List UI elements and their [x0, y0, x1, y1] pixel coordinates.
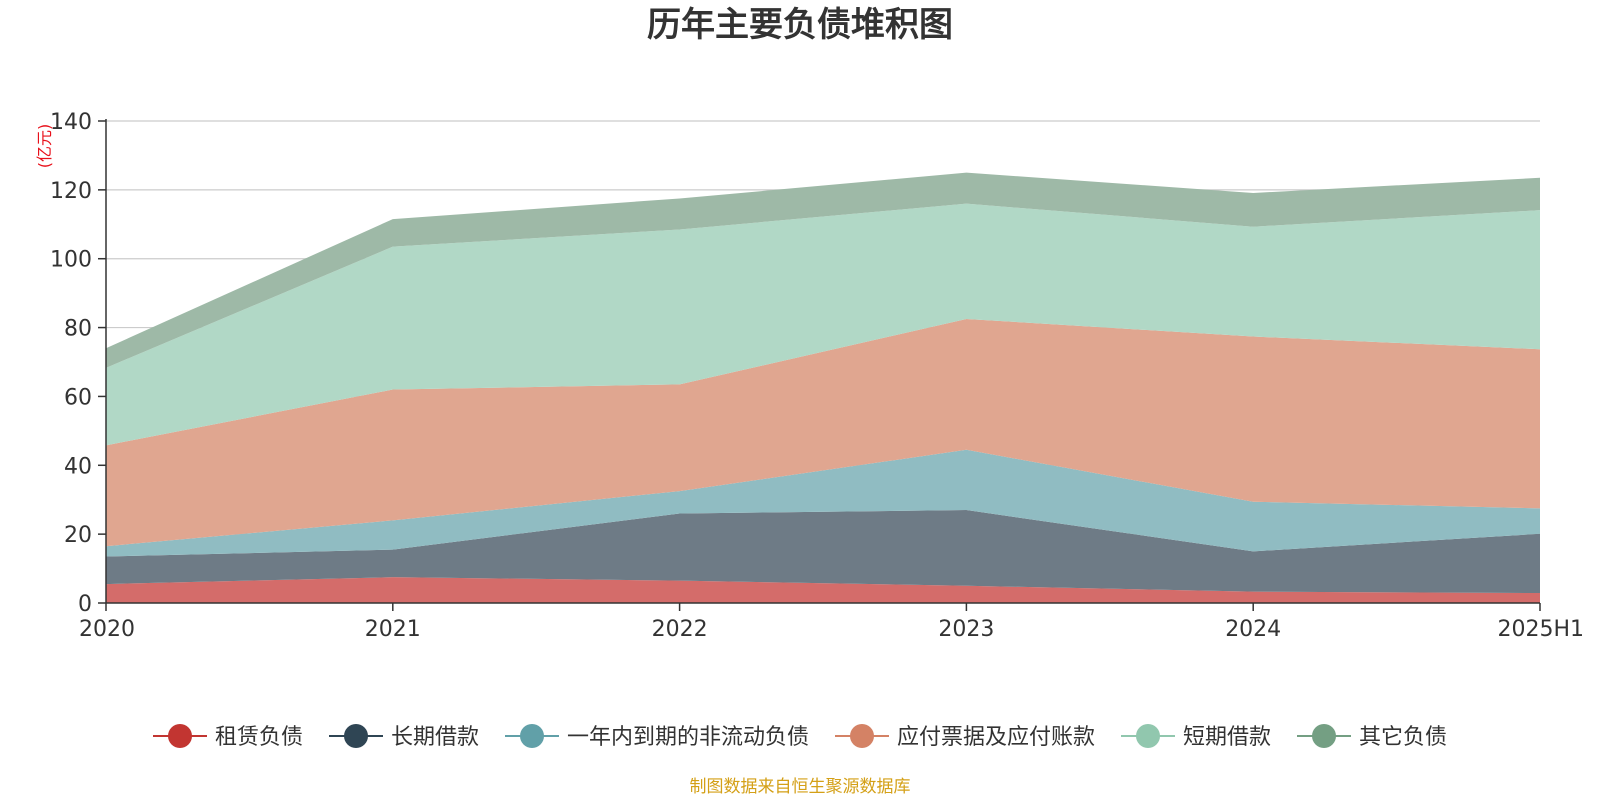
legend-item-2[interactable]: 长期借款	[329, 724, 479, 750]
legend-circle-icon	[344, 724, 368, 748]
legend-label: 长期借款	[391, 725, 479, 750]
y-axis-ticks: 0 20 40 60 80 100 120 140	[50, 110, 106, 617]
legend-circle-icon	[168, 724, 192, 748]
y-tick-label-0: 0	[78, 592, 92, 617]
legend: 租赁负债 长期借款 一年内到期的非流动负债 应付票据及应付账款 短期借款 其它负债	[153, 724, 1447, 750]
area-1	[106, 577, 1540, 603]
x-axis-ticks: 2020 2021 2022 2023 2024 2025H1	[79, 603, 1584, 642]
y-tick-label-20: 20	[64, 523, 92, 548]
legend-label: 其它负债	[1359, 725, 1447, 750]
x-tick-label-2020: 2020	[79, 617, 135, 642]
chart-title: 历年主要负债堆积图	[647, 5, 953, 45]
y-tick-label-60: 60	[64, 385, 92, 410]
area-6	[106, 172, 1540, 368]
area-3	[106, 449, 1540, 557]
y-tick-label-120: 120	[50, 179, 92, 204]
y-axis-unit-label: (亿元)	[35, 124, 54, 169]
legend-label: 租赁负债	[215, 725, 303, 750]
legend-item-6[interactable]: 其它负债	[1297, 724, 1447, 750]
area-series	[106, 172, 1540, 603]
x-tick-label-2024: 2024	[1225, 617, 1281, 642]
legend-label: 应付票据及应付账款	[897, 725, 1095, 750]
area-4	[106, 318, 1540, 547]
y-tick-label-80: 80	[64, 317, 92, 342]
x-tick-label-2022: 2022	[652, 617, 708, 642]
legend-item-1[interactable]: 租赁负债	[153, 724, 303, 750]
legend-item-3[interactable]: 一年内到期的非流动负债	[505, 724, 809, 750]
source-note: 制图数据来自恒生聚源数据库	[690, 777, 911, 797]
legend-circle-icon	[1312, 724, 1336, 748]
legend-circle-icon	[1136, 724, 1160, 748]
x-tick-label-2021: 2021	[365, 617, 421, 642]
x-tick-label-2023: 2023	[938, 617, 994, 642]
legend-circle-icon	[520, 724, 544, 748]
axes	[105, 119, 1540, 604]
y-tick-label-100: 100	[50, 248, 92, 273]
legend-label: 一年内到期的非流动负债	[567, 725, 809, 750]
y-tick-label-40: 40	[64, 454, 92, 479]
y-tick-label-140: 140	[50, 110, 92, 135]
area-5	[106, 203, 1540, 446]
legend-item-5[interactable]: 短期借款	[1121, 724, 1271, 750]
legend-item-4[interactable]: 应付票据及应付账款	[835, 724, 1095, 750]
legend-circle-icon	[850, 724, 874, 748]
x-tick-label-2025H1: 2025H1	[1497, 617, 1584, 642]
legend-label: 短期借款	[1183, 725, 1271, 750]
area-2	[106, 510, 1540, 594]
